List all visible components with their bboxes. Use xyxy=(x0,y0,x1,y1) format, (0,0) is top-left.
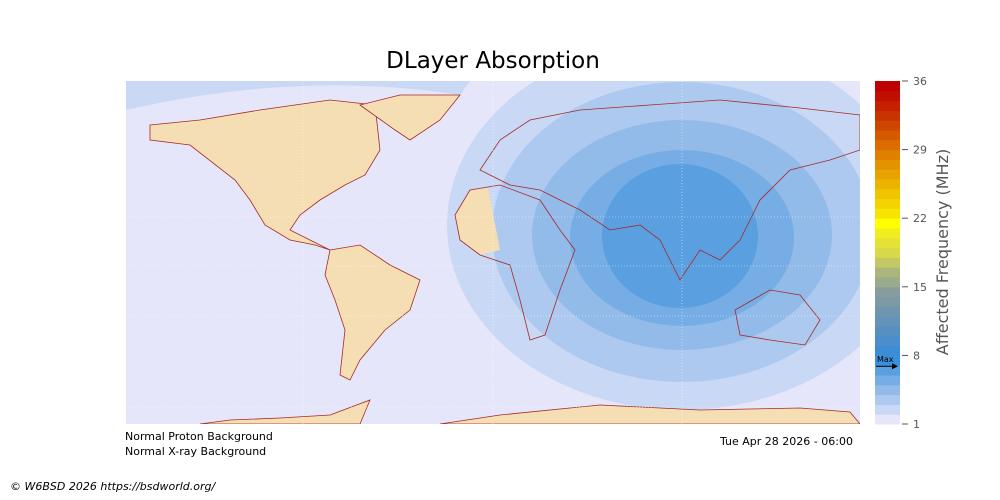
colorbar-band xyxy=(875,149,900,160)
max-marker-label: Max xyxy=(877,355,894,364)
colorbar-tick-label: 29 xyxy=(913,144,927,157)
absorption-map xyxy=(126,81,860,424)
antarctica-west xyxy=(199,399,371,424)
colorbar-band xyxy=(875,198,900,209)
colorbar-band xyxy=(875,100,900,111)
colorbar-band xyxy=(875,414,900,425)
colorbar-band xyxy=(875,404,900,415)
colorbar-band xyxy=(875,296,900,307)
max-arrowhead-icon xyxy=(892,363,898,370)
contour-level xyxy=(602,164,758,308)
colorbar-band xyxy=(875,81,900,92)
colorbar-band xyxy=(875,335,900,347)
colorbar-band xyxy=(875,247,900,258)
copyright: © W6BSD 2026 https://bsdworld.org/ xyxy=(10,480,216,493)
antarctica-east xyxy=(439,404,860,424)
greenland xyxy=(359,94,461,141)
colorbar-bands xyxy=(875,81,900,425)
colorbar-band xyxy=(875,306,900,317)
colorbar-ticks: 36 29 22 15 8 1 xyxy=(902,75,927,431)
colorbar-band xyxy=(875,326,900,337)
polar-band xyxy=(126,81,470,110)
africa xyxy=(454,184,576,341)
australia xyxy=(734,289,821,346)
north-america xyxy=(149,99,381,251)
colorbar-band xyxy=(875,355,900,366)
xray-status: Normal X-ray Background xyxy=(125,445,267,458)
colorbar-band xyxy=(875,218,900,229)
colorbar-band xyxy=(875,130,900,141)
south-america xyxy=(324,244,421,381)
colorbar-label: Affected Frequency (MHz) xyxy=(933,149,952,355)
colorbar-band xyxy=(875,169,900,180)
colorbar-tick-label: 8 xyxy=(913,349,920,362)
colorbar-band xyxy=(875,267,900,278)
colorbar: 36 29 22 15 8 1 Max Affected Frequency (MHz) xyxy=(875,75,952,431)
colorbar-band xyxy=(875,277,900,288)
colorbar-band xyxy=(875,384,900,396)
colorbar-band xyxy=(875,365,900,376)
eurasia xyxy=(479,99,860,281)
graticule xyxy=(126,81,860,424)
colorbar-tick-label: 1 xyxy=(913,418,920,431)
colorbar-band xyxy=(875,179,900,190)
colorbar-band xyxy=(875,110,900,121)
absorption-contours xyxy=(447,81,860,410)
colorbar-band xyxy=(875,120,900,131)
timestamp: Tue Apr 28 2026 - 06:00 xyxy=(720,435,853,448)
proton-status: Normal Proton Background xyxy=(125,430,273,443)
colorbar-band xyxy=(875,394,900,405)
colorbar-band xyxy=(875,257,900,268)
colorbar-band xyxy=(875,208,900,219)
map-title: DLayer Absorption xyxy=(386,48,600,74)
africa-west-land xyxy=(455,188,500,255)
colorbar-band xyxy=(875,139,900,151)
colorbar-tick-label: 22 xyxy=(913,212,927,225)
colorbar-band xyxy=(875,375,900,386)
colorbar-band xyxy=(875,345,900,356)
max-marker: Max xyxy=(876,355,898,370)
colorbar-tick-label: 36 xyxy=(913,75,927,88)
colorbar-band xyxy=(875,316,900,327)
colorbar-band xyxy=(875,90,900,102)
colorbar-band xyxy=(875,159,900,170)
colorbar-tick-label: 15 xyxy=(913,281,927,294)
colorbar-band xyxy=(875,237,900,249)
colorbar-band xyxy=(875,286,900,298)
colorbar-band xyxy=(875,228,900,239)
colorbar-band xyxy=(875,188,900,200)
